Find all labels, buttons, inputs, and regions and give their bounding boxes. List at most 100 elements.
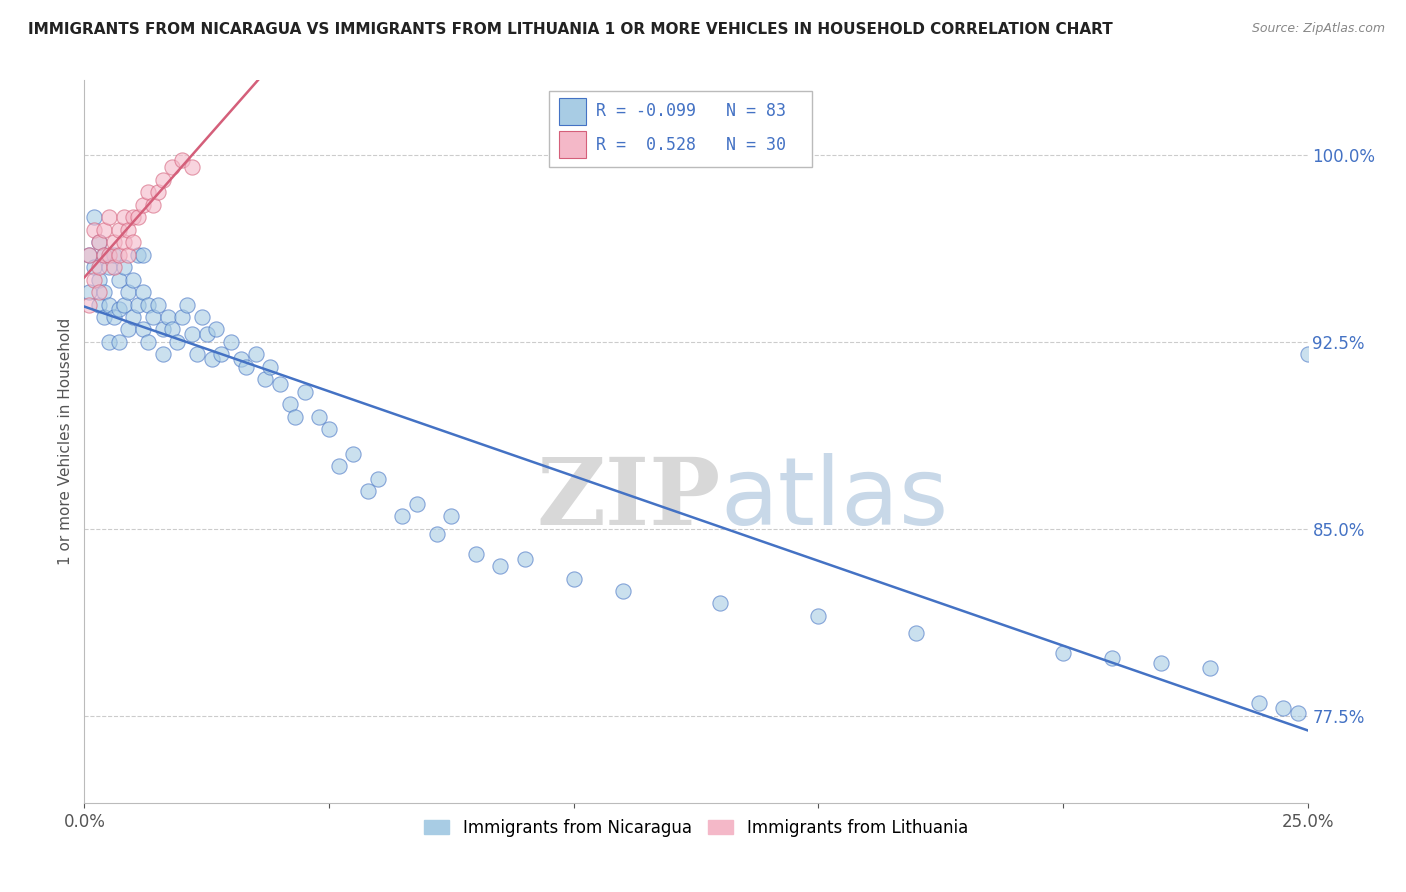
Immigrants from Nicaragua [219, 334, 242, 349]
Immigrants from Nicaragua [235, 359, 257, 374]
Immigrants from Nicaragua [103, 248, 125, 262]
Immigrants from Nicaragua [166, 334, 188, 349]
Immigrants from Nicaragua [156, 310, 179, 324]
Immigrants from Nicaragua [97, 334, 120, 349]
Immigrants from Nicaragua [406, 497, 429, 511]
Immigrants from Lithuania [97, 248, 120, 262]
Immigrants from Nicaragua [186, 347, 208, 361]
Immigrants from Nicaragua [562, 572, 585, 586]
Immigrants from Lithuania [181, 161, 204, 175]
Immigrants from Nicaragua [93, 285, 115, 299]
Immigrants from Nicaragua [107, 334, 129, 349]
Immigrants from Nicaragua [172, 310, 194, 324]
Immigrants from Lithuania [146, 186, 169, 200]
Immigrants from Lithuania [117, 248, 139, 262]
Immigrants from Nicaragua [142, 310, 165, 324]
Text: Source: ZipAtlas.com: Source: ZipAtlas.com [1251, 22, 1385, 36]
Immigrants from Nicaragua [87, 297, 110, 311]
Immigrants from Nicaragua [318, 422, 340, 436]
Immigrants from Lithuania [103, 235, 125, 250]
Immigrants from Nicaragua [294, 384, 316, 399]
Immigrants from Nicaragua [83, 260, 105, 274]
Immigrants from Lithuania [77, 248, 100, 262]
Immigrants from Nicaragua [254, 372, 277, 386]
Immigrants from Nicaragua [284, 409, 307, 424]
Immigrants from Nicaragua [103, 310, 125, 324]
Immigrants from Nicaragua [342, 447, 364, 461]
Immigrants from Lithuania [83, 272, 105, 286]
Immigrants from Nicaragua [162, 322, 184, 336]
Immigrants from Nicaragua [1198, 661, 1220, 675]
Text: atlas: atlas [720, 453, 949, 545]
Immigrants from Nicaragua [152, 322, 174, 336]
Immigrants from Lithuania [122, 235, 145, 250]
Immigrants from Lithuania [122, 211, 145, 225]
Immigrants from Lithuania [107, 248, 129, 262]
Immigrants from Lithuania [172, 153, 194, 167]
Immigrants from Nicaragua [136, 334, 159, 349]
Immigrants from Nicaragua [807, 609, 830, 624]
Immigrants from Nicaragua [1101, 651, 1123, 665]
Immigrants from Nicaragua [107, 302, 129, 317]
Immigrants from Lithuania [107, 223, 129, 237]
Immigrants from Nicaragua [1150, 657, 1173, 671]
Immigrants from Nicaragua [191, 310, 214, 324]
Immigrants from Nicaragua [278, 397, 301, 411]
Immigrants from Nicaragua [87, 272, 110, 286]
Immigrants from Nicaragua [259, 359, 281, 374]
Immigrants from Nicaragua [1272, 701, 1295, 715]
Immigrants from Nicaragua [1247, 696, 1270, 710]
Immigrants from Nicaragua [122, 272, 145, 286]
Immigrants from Nicaragua [426, 526, 449, 541]
Immigrants from Nicaragua [709, 597, 731, 611]
FancyBboxPatch shape [550, 91, 813, 167]
Text: R = -0.099   N = 83: R = -0.099 N = 83 [596, 103, 786, 120]
Bar [560, 131, 586, 158]
Bar [560, 97, 586, 125]
Immigrants from Nicaragua [440, 509, 463, 524]
Immigrants from Lithuania [87, 285, 110, 299]
Immigrants from Nicaragua [117, 322, 139, 336]
Immigrants from Nicaragua [195, 327, 218, 342]
Immigrants from Lithuania [117, 223, 139, 237]
Immigrants from Lithuania [87, 235, 110, 250]
Immigrants from Lithuania [162, 161, 184, 175]
Immigrants from Nicaragua [308, 409, 330, 424]
Immigrants from Nicaragua [77, 285, 100, 299]
Immigrants from Lithuania [152, 173, 174, 187]
Immigrants from Nicaragua [513, 551, 536, 566]
Immigrants from Nicaragua [136, 297, 159, 311]
Immigrants from Lithuania [93, 248, 115, 262]
Immigrants from Nicaragua [489, 559, 512, 574]
Immigrants from Nicaragua [97, 260, 120, 274]
Immigrants from Nicaragua [132, 248, 155, 262]
Immigrants from Nicaragua [200, 352, 222, 367]
Immigrants from Nicaragua [269, 377, 291, 392]
Immigrants from Nicaragua [127, 297, 149, 311]
Immigrants from Lithuania [127, 211, 149, 225]
Immigrants from Nicaragua [181, 327, 204, 342]
Immigrants from Lithuania [77, 297, 100, 311]
Immigrants from Nicaragua [205, 322, 228, 336]
Immigrants from Nicaragua [612, 584, 634, 599]
Immigrants from Nicaragua [367, 472, 389, 486]
Immigrants from Nicaragua [391, 509, 413, 524]
Immigrants from Lithuania [97, 211, 120, 225]
Immigrants from Lithuania [103, 260, 125, 274]
Immigrants from Nicaragua [117, 285, 139, 299]
Immigrants from Lithuania [112, 211, 135, 225]
Immigrants from Nicaragua [112, 260, 135, 274]
Immigrants from Nicaragua [93, 310, 115, 324]
Immigrants from Lithuania [112, 235, 135, 250]
Immigrants from Nicaragua [97, 297, 120, 311]
Immigrants from Nicaragua [107, 272, 129, 286]
Immigrants from Nicaragua [1052, 646, 1074, 660]
Immigrants from Nicaragua [132, 285, 155, 299]
Immigrants from Nicaragua [328, 459, 350, 474]
Immigrants from Nicaragua [245, 347, 267, 361]
Immigrants from Nicaragua [1296, 347, 1319, 361]
Immigrants from Nicaragua [77, 248, 100, 262]
Immigrants from Nicaragua [464, 547, 486, 561]
Immigrants from Nicaragua [152, 347, 174, 361]
Immigrants from Lithuania [142, 198, 165, 212]
